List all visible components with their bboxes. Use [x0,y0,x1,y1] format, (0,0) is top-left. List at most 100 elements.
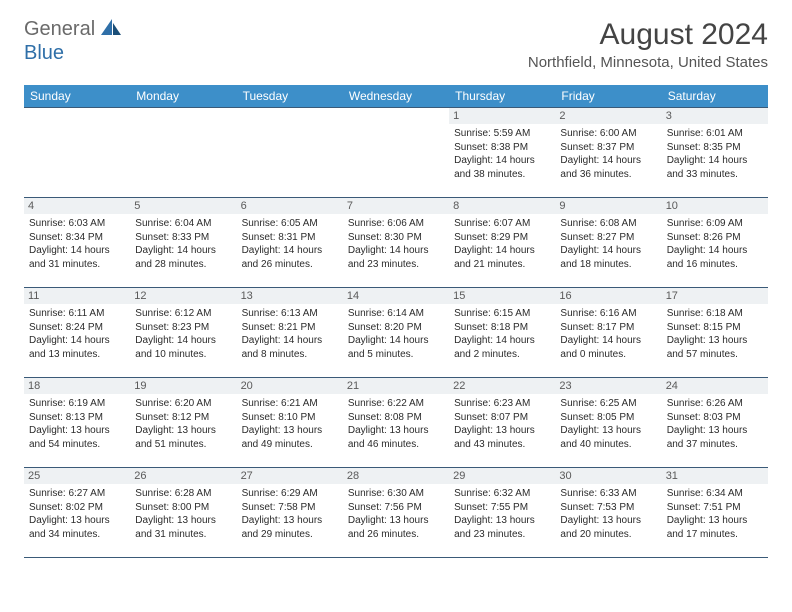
daylight-text: Daylight: 13 hours and 17 minutes. [667,514,763,541]
day-number: 24 [662,378,768,394]
day-details: Sunrise: 6:11 AMSunset: 8:24 PMDaylight:… [29,307,125,361]
day-number: 15 [449,288,555,304]
sunset-text: Sunset: 8:30 PM [348,231,444,245]
sunset-text: Sunset: 8:15 PM [667,321,763,335]
day-details: Sunrise: 6:22 AMSunset: 8:08 PMDaylight:… [348,397,444,451]
day-number: 28 [343,468,449,484]
sunset-text: Sunset: 8:07 PM [454,411,550,425]
sunrise-text: Sunrise: 6:22 AM [348,397,444,411]
daylight-text: Daylight: 13 hours and 31 minutes. [135,514,231,541]
day-number: 11 [24,288,130,304]
day-details: Sunrise: 6:13 AMSunset: 8:21 PMDaylight:… [242,307,338,361]
logo-line2: Blue [24,42,64,65]
sunset-text: Sunset: 8:35 PM [667,141,763,155]
sunset-text: Sunset: 8:26 PM [667,231,763,245]
day-number: 7 [343,198,449,214]
day-number: 17 [662,288,768,304]
daylight-text: Daylight: 14 hours and 18 minutes. [560,244,656,271]
calendar-day-cell: 16Sunrise: 6:16 AMSunset: 8:17 PMDayligh… [555,288,661,378]
daylight-text: Daylight: 14 hours and 10 minutes. [135,334,231,361]
daylight-text: Daylight: 13 hours and 43 minutes. [454,424,550,451]
sunrise-text: Sunrise: 6:13 AM [242,307,338,321]
daylight-text: Daylight: 14 hours and 16 minutes. [667,244,763,271]
logo-text-2: Blue [24,42,64,64]
weekday-header: Tuesday [237,85,343,108]
sunset-text: Sunset: 8:00 PM [135,501,231,515]
day-details: Sunrise: 6:15 AMSunset: 8:18 PMDaylight:… [454,307,550,361]
day-details: Sunrise: 6:03 AMSunset: 8:34 PMDaylight:… [29,217,125,271]
day-number: 21 [343,378,449,394]
day-details: Sunrise: 6:16 AMSunset: 8:17 PMDaylight:… [560,307,656,361]
calendar-day-cell: 31Sunrise: 6:34 AMSunset: 7:51 PMDayligh… [662,468,768,558]
weekday-header: Saturday [662,85,768,108]
sunset-text: Sunset: 8:29 PM [454,231,550,245]
calendar-day-cell: 10Sunrise: 6:09 AMSunset: 8:26 PMDayligh… [662,198,768,288]
daylight-text: Daylight: 14 hours and 8 minutes. [242,334,338,361]
sunrise-text: Sunrise: 6:00 AM [560,127,656,141]
day-details: Sunrise: 6:33 AMSunset: 7:53 PMDaylight:… [560,487,656,541]
day-details: Sunrise: 6:05 AMSunset: 8:31 PMDaylight:… [242,217,338,271]
sunset-text: Sunset: 8:37 PM [560,141,656,155]
sunrise-text: Sunrise: 6:30 AM [348,487,444,501]
daylight-text: Daylight: 13 hours and 29 minutes. [242,514,338,541]
sunrise-text: Sunrise: 6:11 AM [29,307,125,321]
day-details: Sunrise: 6:18 AMSunset: 8:15 PMDaylight:… [667,307,763,361]
calendar-day-cell: 29Sunrise: 6:32 AMSunset: 7:55 PMDayligh… [449,468,555,558]
day-details: Sunrise: 6:08 AMSunset: 8:27 PMDaylight:… [560,217,656,271]
calendar-day-cell: 21 Sunrise: 6:22 AMSunset: 8:08 PMDayligh… [343,378,449,468]
daylight-text: Daylight: 13 hours and 26 minutes. [348,514,444,541]
day-number: 13 [237,288,343,304]
sunrise-text: Sunrise: 6:05 AM [242,217,338,231]
calendar-day-cell: 19Sunrise: 6:20 AMSunset: 8:12 PMDayligh… [130,378,236,468]
sunrise-text: Sunrise: 6:01 AM [667,127,763,141]
calendar-day-cell: 12 Sunrise: 6:12 AMSunset: 8:23 PMDayligh… [130,288,236,378]
daylight-text: Daylight: 13 hours and 23 minutes. [454,514,550,541]
day-number: 18 [24,378,130,394]
daylight-text: Daylight: 13 hours and 57 minutes. [667,334,763,361]
sunrise-text: Sunrise: 6:20 AM [135,397,231,411]
calendar-day-cell: 24 Sunrise: 6:26 AMSunset: 8:03 PMDayligh… [662,378,768,468]
calendar-day-cell [343,108,449,198]
sunset-text: Sunset: 8:31 PM [242,231,338,245]
sunset-text: Sunset: 8:05 PM [560,411,656,425]
daylight-text: Daylight: 14 hours and 36 minutes. [560,154,656,181]
daylight-text: Daylight: 14 hours and 33 minutes. [667,154,763,181]
day-number: 6 [237,198,343,214]
calendar-day-cell: 9Sunrise: 6:08 AMSunset: 8:27 PMDaylight… [555,198,661,288]
day-details: Sunrise: 6:26 AMSunset: 8:03 PMDaylight:… [667,397,763,451]
sunrise-text: Sunrise: 6:12 AM [135,307,231,321]
sunrise-text: Sunrise: 5:59 AM [454,127,550,141]
sunset-text: Sunset: 8:23 PM [135,321,231,335]
calendar-week-row: 4Sunrise: 6:03 AMSunset: 8:34 PMDaylight… [24,198,768,288]
calendar-day-cell: 13 Sunrise: 6:13 AMSunset: 8:21 PMDayligh… [237,288,343,378]
sunset-text: Sunset: 8:08 PM [348,411,444,425]
calendar-day-cell: 14Sunrise: 6:14 AMSunset: 8:20 PMDayligh… [343,288,449,378]
calendar-week-row: 1Sunrise: 5:59 AMSunset: 8:38 PMDaylight… [24,108,768,198]
day-details: Sunrise: 6:19 AMSunset: 8:13 PMDaylight:… [29,397,125,451]
day-details: Sunrise: 6:25 AMSunset: 8:05 PMDaylight:… [560,397,656,451]
month-title: August 2024 [528,18,768,52]
daylight-text: Daylight: 13 hours and 34 minutes. [29,514,125,541]
weekday-header: Thursday [449,85,555,108]
sunset-text: Sunset: 8:27 PM [560,231,656,245]
sunrise-text: Sunrise: 6:26 AM [667,397,763,411]
day-details: Sunrise: 6:09 AMSunset: 8:26 PMDaylight:… [667,217,763,271]
sunrise-text: Sunrise: 6:23 AM [454,397,550,411]
sunset-text: Sunset: 8:12 PM [135,411,231,425]
sunrise-text: Sunrise: 6:14 AM [348,307,444,321]
day-number: 29 [449,468,555,484]
weekday-header: Wednesday [343,85,449,108]
sunrise-text: Sunrise: 6:34 AM [667,487,763,501]
calendar-day-cell: 6 Sunrise: 6:05 AMSunset: 8:31 PMDaylight… [237,198,343,288]
day-details: Sunrise: 5:59 AMSunset: 8:38 PMDaylight:… [454,127,550,181]
calendar-day-cell [130,108,236,198]
daylight-text: Daylight: 13 hours and 46 minutes. [348,424,444,451]
day-number: 12 [130,288,236,304]
calendar-table: Sunday Monday Tuesday Wednesday Thursday… [24,85,768,558]
daylight-text: Daylight: 13 hours and 20 minutes. [560,514,656,541]
daylight-text: Daylight: 14 hours and 13 minutes. [29,334,125,361]
calendar-day-cell: 17 Sunrise: 6:18 AMSunset: 8:15 PMDayligh… [662,288,768,378]
sunset-text: Sunset: 8:20 PM [348,321,444,335]
calendar-day-cell: 2Sunrise: 6:00 AMSunset: 8:37 PMDaylight… [555,108,661,198]
sunset-text: Sunset: 8:21 PM [242,321,338,335]
